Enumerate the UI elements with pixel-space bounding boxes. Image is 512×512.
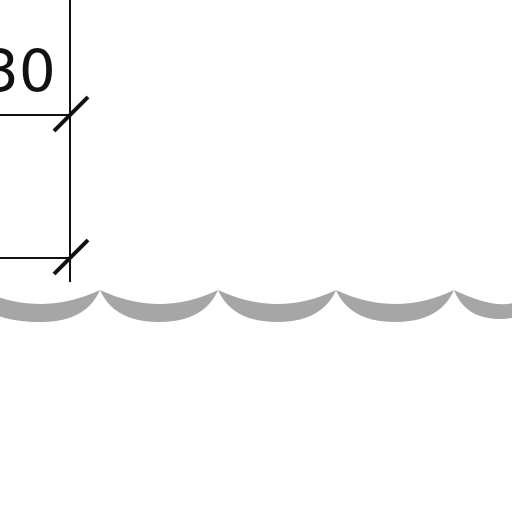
tick-mark-lower [52, 238, 90, 276]
dimension-label: 30 [0, 37, 56, 105]
water-wave-surface [0, 290, 512, 322]
tick-mark-upper [52, 95, 90, 133]
